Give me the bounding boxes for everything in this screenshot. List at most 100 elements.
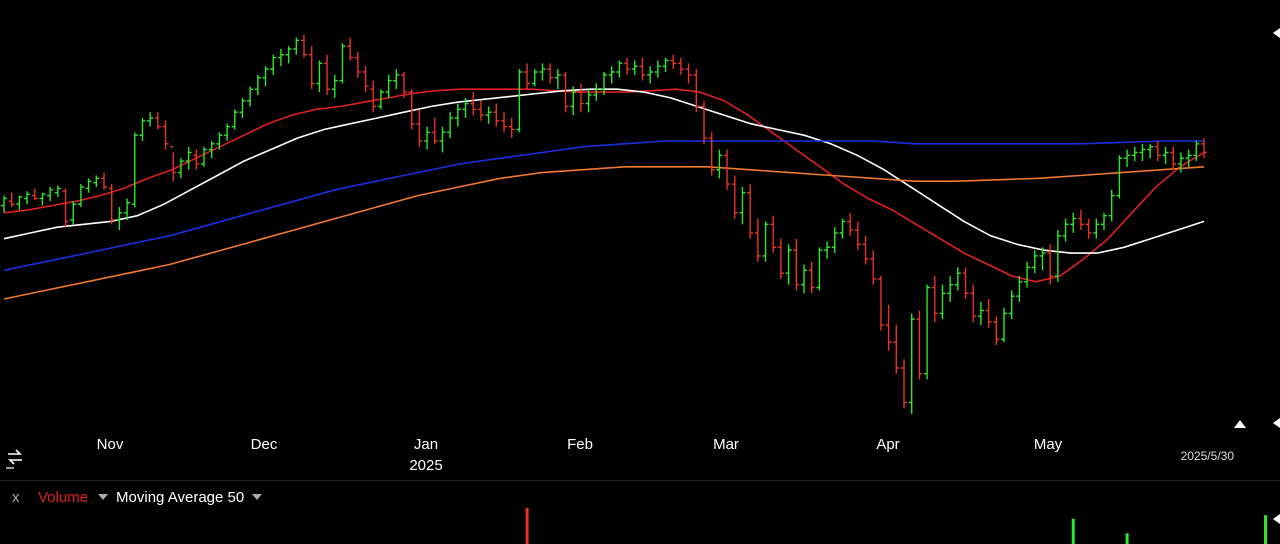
ohlc-bar xyxy=(154,112,161,130)
ohlc-bar xyxy=(339,43,346,84)
moving-average-line-1 xyxy=(3,88,1205,254)
ohlc-bar xyxy=(1085,218,1092,239)
ohlc-bar xyxy=(1062,218,1069,242)
ohlc-bar xyxy=(1054,230,1061,282)
ohlc-bar xyxy=(424,126,431,150)
ohlc-bar xyxy=(254,74,261,95)
ohlc-bar xyxy=(1154,140,1161,162)
ohlc-bar xyxy=(393,69,400,90)
ohlc-bar xyxy=(547,63,554,84)
ohlc-bar xyxy=(277,48,284,67)
ohlc-bar xyxy=(585,89,592,113)
ohlc-bar xyxy=(193,149,200,170)
ohlc-bar xyxy=(608,66,615,84)
volume-indicator-label[interactable]: Volume xyxy=(38,488,89,506)
moving-average-line-2 xyxy=(3,140,1204,272)
ohlc-bar xyxy=(493,103,500,127)
ohlc-bar xyxy=(31,188,38,200)
ohlc-bar xyxy=(208,140,215,159)
ohlc-bar xyxy=(262,66,269,87)
ma-dropdown-icon[interactable] xyxy=(252,494,263,500)
ohlc-bar xyxy=(447,112,454,139)
ohlc-bar xyxy=(316,60,323,93)
ohlc-bar xyxy=(762,221,769,262)
moving-average-line-0 xyxy=(3,88,1205,283)
ohlc-bar xyxy=(162,120,169,150)
ohlc-bar xyxy=(993,316,1000,346)
volume-panel-header: x Volume Moving Average 50 xyxy=(0,484,263,510)
price-chart[interactable] xyxy=(0,0,1280,480)
ohlc-bar xyxy=(54,185,61,198)
ohlc-bar xyxy=(408,89,415,130)
panel-separator xyxy=(0,480,1280,481)
ohlc-bar xyxy=(516,69,523,133)
ohlc-bar xyxy=(177,158,184,179)
ohlc-bar xyxy=(747,184,754,239)
ohlc-bar xyxy=(870,250,877,285)
ohlc-bar xyxy=(1008,290,1015,320)
ohlc-bar xyxy=(916,310,923,380)
ohlc-bar xyxy=(270,54,277,75)
volume-bar xyxy=(1264,515,1268,544)
ohlc-bar xyxy=(939,284,946,320)
ohlc-bar xyxy=(701,100,707,144)
ohlc-bar xyxy=(131,132,138,208)
ohlc-bar xyxy=(1108,189,1115,222)
ohlc-bar xyxy=(931,276,938,323)
ohlc-bar xyxy=(862,235,869,265)
ohlc-bar xyxy=(877,276,884,331)
ohlc-bar xyxy=(854,221,861,251)
ohlc-bar xyxy=(970,284,977,323)
edge-handle-icon[interactable] xyxy=(1273,28,1280,38)
ohlc-bar xyxy=(831,227,838,254)
ohlc-bar xyxy=(8,192,15,208)
ohlc-bar xyxy=(885,304,892,351)
ohlc-bar xyxy=(1031,250,1038,274)
ohlc-bar xyxy=(301,34,307,58)
volume-chart xyxy=(525,508,1268,544)
x-tick-year-label: 2025 xyxy=(409,457,443,474)
edge-handle-icon[interactable] xyxy=(1273,514,1280,524)
ohlc-bar xyxy=(824,241,831,259)
ohlc-bar xyxy=(385,74,392,98)
ohlc-bar xyxy=(324,54,331,95)
ohlc-bar xyxy=(577,83,584,113)
ohlc-bar xyxy=(839,218,846,239)
ohlc-bar xyxy=(47,186,54,202)
volume-dropdown-icon[interactable] xyxy=(98,494,109,500)
ohlc-bar xyxy=(1070,212,1077,233)
moving-average-label[interactable]: Moving Average 50 xyxy=(116,488,245,506)
ohlc-bar xyxy=(170,146,177,182)
ohlc-bar xyxy=(1101,212,1107,231)
scroll-up-icon[interactable] xyxy=(1234,420,1246,428)
ohlc-bar xyxy=(416,109,423,147)
x-tick-label: May xyxy=(1033,436,1063,453)
ohlc-bar xyxy=(616,60,623,78)
ohlc-bar xyxy=(524,63,531,90)
ohlc-bar xyxy=(24,191,31,205)
volume-bar xyxy=(525,508,529,544)
ohlc-bar xyxy=(331,74,338,98)
ohlc-bar xyxy=(1162,146,1169,164)
ohlc-bar xyxy=(724,149,731,190)
ohlc-bar xyxy=(16,195,23,210)
x-tick-label: Dec xyxy=(250,436,278,453)
ohlc-bar xyxy=(562,71,569,113)
ohlc-bar xyxy=(462,97,469,118)
ohlc-bar xyxy=(470,92,477,116)
ohlc-bar xyxy=(977,301,984,325)
ohlc-bar xyxy=(1139,143,1146,162)
ohlc-bar xyxy=(377,89,384,110)
x-tick-label: Feb xyxy=(567,436,593,453)
ohlc-bar xyxy=(139,117,146,141)
sync-icon[interactable] xyxy=(4,446,26,470)
ohlc-bar xyxy=(631,60,638,75)
ohlc-bar xyxy=(531,69,538,87)
ohlc-bar xyxy=(147,112,154,127)
edge-handle-icon[interactable] xyxy=(1273,418,1280,428)
ohlc-bar xyxy=(593,83,600,101)
close-panel-button[interactable]: x xyxy=(12,488,20,506)
ohlc-bar xyxy=(808,261,815,294)
ohlc-bar xyxy=(816,247,823,291)
ohlc-bar xyxy=(370,80,377,113)
